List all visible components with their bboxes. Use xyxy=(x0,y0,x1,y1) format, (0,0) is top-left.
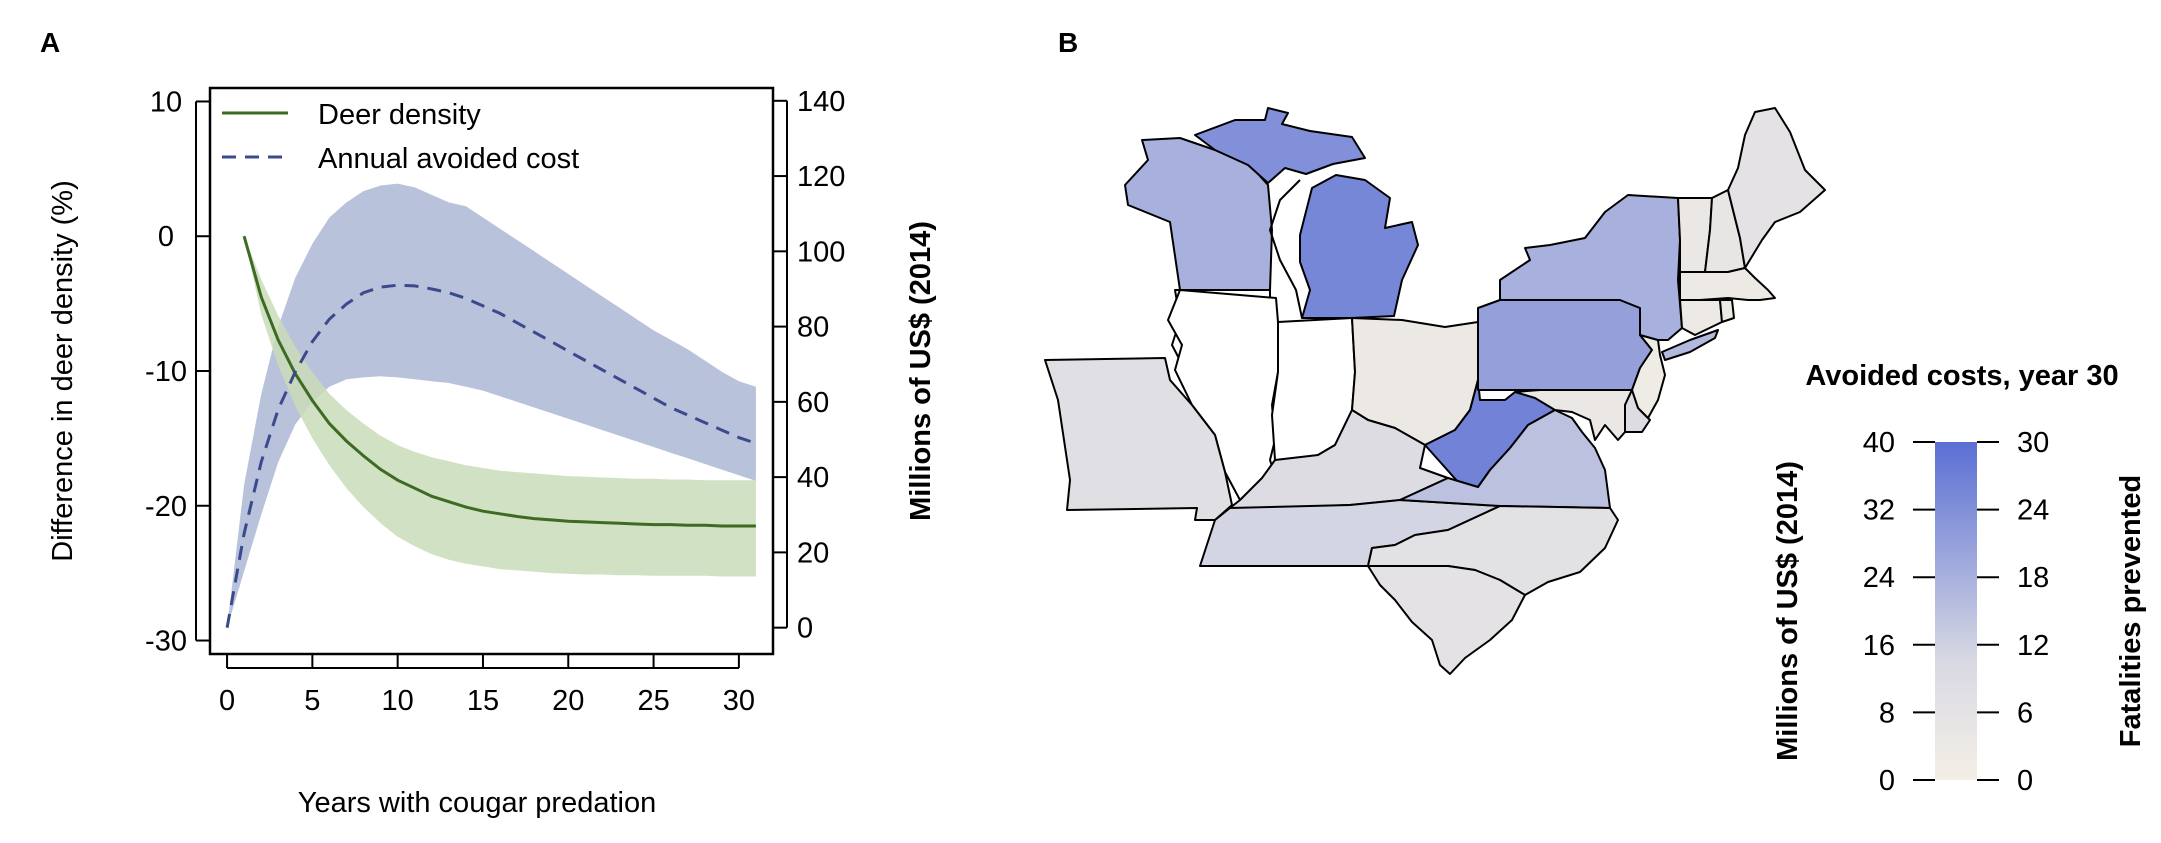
y-right-tick-label: 60 xyxy=(797,387,829,419)
colorbar-ticks-right: 30 24 18 12 6 0 xyxy=(1977,427,2049,797)
region-michigan-up xyxy=(1194,107,1366,184)
x-tick-label: 10 xyxy=(382,685,414,717)
panel-b-choropleth-map xyxy=(1044,107,1826,675)
panel-a-label: A xyxy=(40,27,60,58)
region-long-island xyxy=(1661,329,1719,361)
y-axis-left-label: Difference in deer density (%) xyxy=(47,180,79,561)
region-michigan xyxy=(1299,174,1419,319)
x-tick-label: 30 xyxy=(723,685,755,717)
colorbar-label-left: Millions of US$ (2014) xyxy=(1772,461,1804,761)
x-tick-label: 5 xyxy=(304,685,320,717)
confidence-bands xyxy=(227,183,756,628)
colorbar-tick-label-left: 0 xyxy=(1879,765,1895,797)
region-massachusetts xyxy=(1679,267,1776,301)
y-left-tick-label: -20 xyxy=(145,491,187,523)
region-pennsylvania xyxy=(1477,299,1653,391)
panel-a-line-chart: 0 5 10 15 20 25 30 100-10-20-30 14012010080604… xyxy=(47,86,937,819)
y-right-tick-label: 0 xyxy=(797,613,813,645)
colorbar-tick-label-right: 0 xyxy=(2017,765,2033,797)
y-axis-left: 10 0 -10 -20 -30 xyxy=(145,86,210,658)
colorbar-tick-label-right: 6 xyxy=(2017,697,2033,729)
colorbar-label-right: Fatalities prevented xyxy=(2115,475,2147,747)
x-axis: 0 5 10 15 20 25 30 xyxy=(219,654,755,717)
region-connecticut xyxy=(1679,299,1723,336)
x-tick-label: 20 xyxy=(552,685,584,717)
region-south-carolina xyxy=(1367,565,1526,675)
band-deer-density xyxy=(244,236,756,577)
x-tick-label: 15 xyxy=(467,685,499,717)
legend: Deer density Annual avoided cost xyxy=(222,99,579,175)
colorbar-tick-label-left: 32 xyxy=(1863,495,1895,527)
region-maine xyxy=(1727,107,1826,269)
region-rhode-island xyxy=(1719,299,1735,323)
y-left-tick-label: 10 xyxy=(150,86,182,118)
colorbar-tick-label-left: 40 xyxy=(1863,427,1895,459)
y-right-tick-label: 40 xyxy=(797,462,829,494)
line-deer-density xyxy=(242,235,756,528)
y-right-tick-label: 80 xyxy=(797,312,829,344)
x-tick-label: 25 xyxy=(637,685,669,717)
y-left-tick-label: 0 xyxy=(158,221,174,253)
colorbar-gradient xyxy=(1935,442,1977,780)
line-annual-avoided-cost xyxy=(225,283,757,628)
y-left-tick-label: -10 xyxy=(145,356,187,388)
colorbar-tick-label-right: 18 xyxy=(2017,562,2049,594)
colorbar-title: Avoided costs, year 30 xyxy=(1805,360,2118,392)
y-left-tick-label: -30 xyxy=(145,626,187,658)
panel-b-label: B xyxy=(1058,27,1078,58)
region-new-jersey xyxy=(1631,334,1666,419)
colorbar-tick-label-right: 30 xyxy=(2017,427,2049,459)
y-axis-right: 140 120 100 80 60 40 20 0 xyxy=(773,86,845,645)
y-right-tick-label: 120 xyxy=(797,161,845,193)
colorbar-tick-label-right: 24 xyxy=(2017,495,2049,527)
band-annual-avoided-cost xyxy=(227,183,756,628)
colorbar-ticks-left: 40 32 24 16 8 0 xyxy=(1863,427,1935,797)
lake-michigan-shore xyxy=(1269,179,1303,319)
legend-label-deer-density: Deer density xyxy=(318,99,481,131)
series-lines xyxy=(225,235,757,628)
x-tick-label: 0 xyxy=(219,685,235,717)
y-right-tick-label: 140 xyxy=(797,86,845,118)
colorbar: Avoided costs, year 30 40 32 24 16 8 0 30 24 18… xyxy=(1772,360,2147,797)
y-axis-right-label: Millions of US$ (2014) xyxy=(905,221,937,521)
colorbar-tick-label-left: 24 xyxy=(1863,562,1895,594)
colorbar-tick-label-left: 8 xyxy=(1879,697,1895,729)
y-right-tick-label: 100 xyxy=(797,236,845,268)
colorbar-tick-label-left: 16 xyxy=(1863,630,1895,662)
colorbar-tick-label-right: 12 xyxy=(2017,630,2049,662)
y-right-tick-label: 20 xyxy=(797,537,829,569)
x-axis-label: Years with cougar predation xyxy=(298,787,656,819)
legend-label-annual-avoided-cost: Annual avoided cost xyxy=(318,143,579,175)
